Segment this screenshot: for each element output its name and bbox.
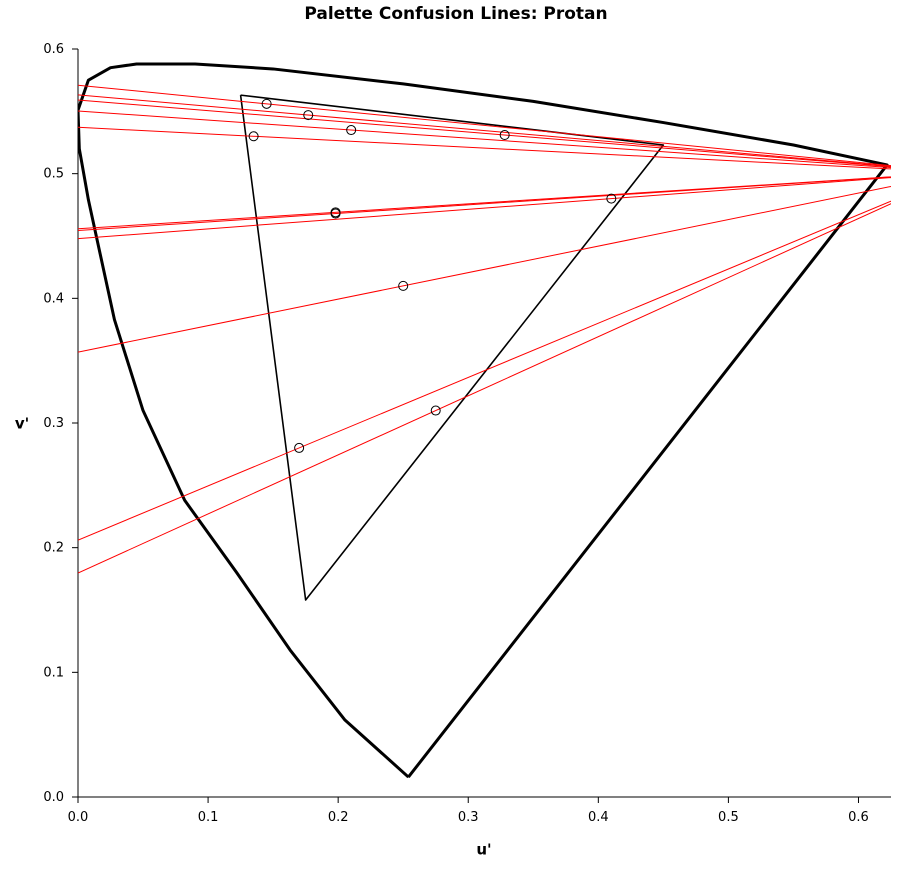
- confusion-line: [78, 94, 891, 167]
- confusion-line: [78, 203, 891, 574]
- y-axis-label: v': [15, 415, 29, 433]
- y-tick-label: 0.2: [43, 541, 64, 556]
- x-tick-label: 0.1: [198, 810, 219, 825]
- x-tick-label: 0.6: [848, 810, 869, 825]
- point: [303, 110, 314, 121]
- plot-area: [78, 62, 891, 779]
- y-tick-label: 0.1: [43, 665, 64, 680]
- point: [330, 208, 341, 219]
- x-tick-label: 0.2: [328, 810, 349, 825]
- confusion-line: [78, 177, 891, 240]
- confusion-line: [78, 110, 891, 169]
- y-tick-label: 0.5: [43, 167, 64, 182]
- y-tick-label: 0.3: [43, 416, 64, 431]
- spectral-locus: [78, 62, 889, 779]
- confusion-line: [78, 200, 891, 541]
- point: [248, 131, 259, 142]
- point: [499, 130, 510, 141]
- x-axis-label: u': [476, 841, 491, 859]
- y-tick-label: 0.6: [43, 42, 64, 57]
- confusion-line: [78, 176, 891, 230]
- point: [398, 280, 409, 291]
- chart-title: Palette Confusion Lines: Protan: [304, 4, 607, 24]
- point: [261, 98, 272, 109]
- point: [346, 125, 357, 136]
- confusion-line: [78, 176, 891, 232]
- confusion-line: [78, 185, 891, 353]
- x-tick-label: 0.3: [458, 810, 479, 825]
- confusion-line: [78, 126, 891, 170]
- point: [430, 405, 441, 416]
- point: [294, 442, 305, 453]
- x-tick-label: 0.4: [588, 810, 609, 825]
- y-tick-label: 0.4: [43, 291, 64, 306]
- x-tick-label: 0.5: [718, 810, 739, 825]
- confusion-line: [78, 99, 891, 168]
- point: [606, 193, 617, 204]
- x-tick-label: 0.0: [68, 810, 89, 825]
- y-tick-label: 0.0: [43, 790, 64, 805]
- gamut-triangle: [239, 94, 665, 601]
- confusion-line: [78, 84, 891, 167]
